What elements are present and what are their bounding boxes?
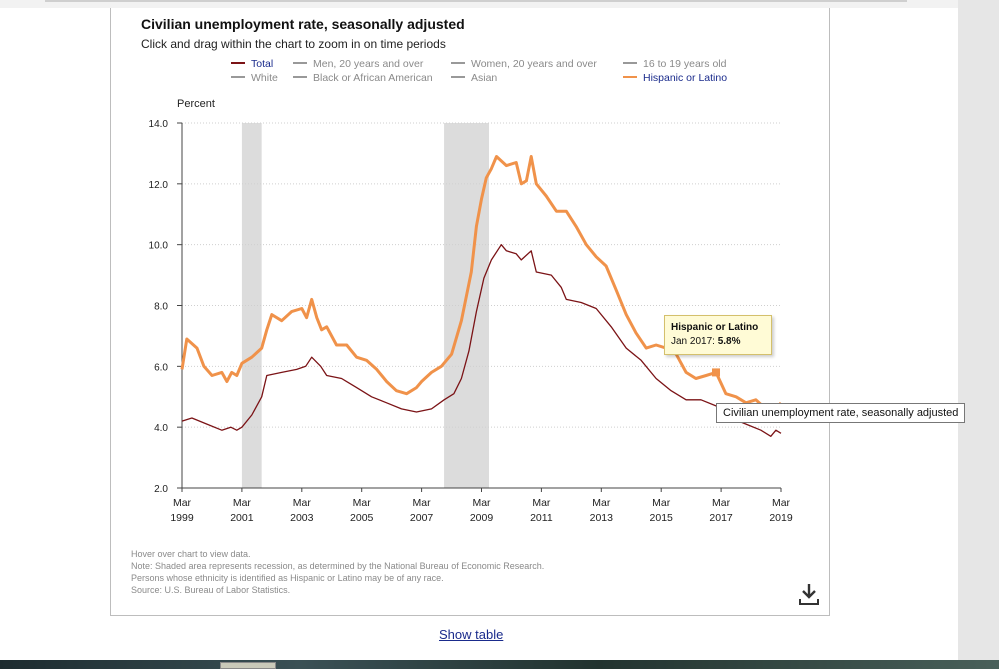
- browser-scroll-edge: [45, 0, 907, 2]
- highlight-point: [712, 368, 721, 377]
- note-recession: Note: Shaded area represents recession, …: [131, 561, 545, 571]
- legend-item[interactable]: Asian: [471, 72, 497, 84]
- tooltip-value-line: Jan 2017: 5.8%: [671, 335, 765, 349]
- x-tick-month: Mar: [712, 497, 731, 509]
- y-tick-label: 10.0: [149, 241, 169, 252]
- y-axis-label: Percent: [177, 98, 215, 110]
- legend-item[interactable]: Hispanic or Latino: [643, 72, 727, 84]
- x-tick-year: 2017: [709, 512, 733, 524]
- note-hover: Hover over chart to view data.: [131, 549, 251, 559]
- download-icon: [799, 584, 819, 605]
- x-tick-month: Mar: [772, 497, 791, 509]
- chart-subtitle: Click and drag within the chart to zoom …: [141, 37, 446, 51]
- x-tick-month: Mar: [472, 497, 491, 509]
- legend-item[interactable]: Men, 20 years and over: [313, 58, 424, 70]
- legend-item[interactable]: 16 to 19 years old: [643, 58, 727, 70]
- recession-band: [444, 123, 489, 488]
- legend-item[interactable]: Total: [251, 58, 273, 70]
- page-right-gutter: [958, 0, 999, 660]
- line-chart[interactable]: Total Men, 20 years and over Women, 20 yea…: [111, 8, 829, 548]
- y-tick-label: 4.0: [154, 423, 168, 434]
- x-tick-month: Mar: [233, 497, 252, 509]
- x-tick-year: 2015: [650, 512, 674, 524]
- y-tick-label: 8.0: [154, 302, 168, 313]
- legend-item[interactable]: Women, 20 years and over: [471, 58, 597, 70]
- series-line-total: [181, 244, 782, 437]
- x-tick-month: Mar: [353, 497, 372, 509]
- x-tick-year: 2019: [769, 512, 793, 524]
- tooltip-series: Hispanic or Latino: [671, 322, 759, 333]
- x-tick-year: 2011: [530, 512, 553, 524]
- os-taskbar: [0, 660, 999, 669]
- x-tick-year: 2005: [350, 512, 374, 524]
- x-tick-month: Mar: [413, 497, 432, 509]
- x-tick-month: Mar: [652, 497, 671, 509]
- x-tick-year: 2007: [410, 512, 434, 524]
- x-tick-month: Mar: [592, 497, 611, 509]
- x-tick-year: 2009: [470, 512, 494, 524]
- note-source: Source: U.S. Bureau of Labor Statistics.: [131, 585, 291, 595]
- x-tick-month: Mar: [293, 497, 312, 509]
- y-tick-label: 14.0: [149, 119, 169, 130]
- tooltip-date: Jan 2017:: [671, 336, 715, 347]
- x-tick-month: Mar: [173, 497, 192, 509]
- x-tick-year: 2003: [290, 512, 314, 524]
- note-ethnicity: Persons whose ethnicity is identified as…: [131, 573, 444, 583]
- chart-notes: Hover over chart to view data. Note: Sha…: [131, 548, 544, 596]
- tooltip-value: 5.8%: [717, 336, 741, 347]
- x-tick-year: 2001: [230, 512, 254, 524]
- chart-title: Civilian unemployment rate, seasonally a…: [141, 16, 465, 32]
- browser-top-strip: [0, 0, 960, 8]
- y-tick-label: 2.0: [154, 484, 168, 495]
- download-button[interactable]: [797, 581, 821, 607]
- data-tooltip: Hispanic or Latino Jan 2017: 5.8%: [664, 315, 772, 355]
- x-tick-month: Mar: [532, 497, 551, 509]
- x-tick-year: 2013: [590, 512, 614, 524]
- show-table-link[interactable]: Show table: [439, 627, 504, 642]
- legend-item[interactable]: White: [251, 72, 278, 84]
- hover-title-tooltip: Civilian unemployment rate, seasonally a…: [716, 403, 966, 423]
- taskbar-button[interactable]: [220, 662, 276, 669]
- x-tick-year: 1999: [170, 512, 194, 524]
- y-tick-label: 6.0: [154, 362, 168, 373]
- legend-item[interactable]: Black or African American: [313, 72, 433, 84]
- chart-panel: Civilian unemployment rate, seasonally a…: [110, 8, 830, 616]
- y-tick-label: 12.0: [149, 180, 169, 191]
